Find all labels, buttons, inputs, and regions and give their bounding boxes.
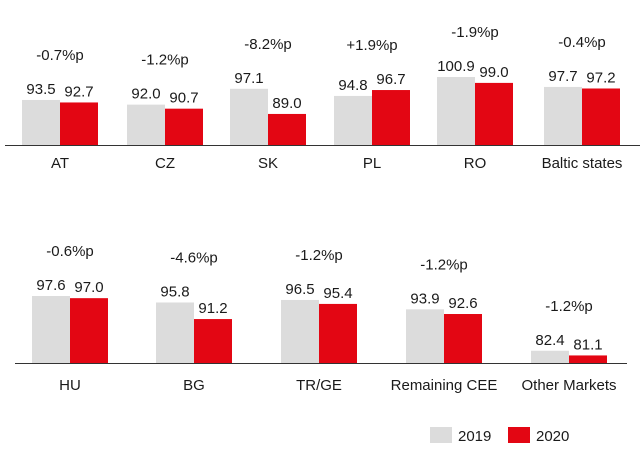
category-label: Remaining CEE: [391, 377, 498, 394]
data-label-2020: 95.4: [323, 285, 352, 302]
category-label: BG: [183, 377, 205, 394]
data-label-2020: 99.0: [479, 64, 508, 81]
bar-2020-ro: [475, 82, 513, 145]
bar-2019-cz: [127, 104, 165, 145]
data-label-2019: 96.5: [285, 281, 314, 298]
data-label-2019: 97.1: [234, 70, 263, 87]
bar-2019-other-markets: [531, 350, 569, 363]
bar-2019-bg: [156, 302, 194, 363]
legend-label-2020: 2020: [536, 428, 569, 445]
bar-2020-hu: [70, 298, 108, 363]
change-annotation: -0.7%p: [36, 47, 84, 64]
bar-2020-cz: [165, 108, 203, 145]
category-label: CZ: [155, 155, 175, 172]
change-annotation: -1.9%p: [451, 24, 499, 41]
data-label-2020: 92.7: [64, 83, 93, 100]
bar-2020-remaining-cee: [444, 314, 482, 363]
data-label-2020: 92.6: [448, 295, 477, 312]
legend-swatch-2019: [430, 427, 452, 443]
change-annotation: -8.2%p: [244, 36, 292, 53]
change-annotation: -1.2%p: [141, 52, 189, 69]
bar-2019-remaining-cee: [406, 309, 444, 363]
data-label-2020: 81.1: [573, 336, 602, 353]
data-label-2019: 82.4: [535, 332, 564, 349]
category-label: TR/GE: [296, 377, 342, 394]
category-label: HU: [59, 377, 81, 394]
data-label-2019: 94.8: [338, 77, 367, 94]
data-label-2020: 91.2: [198, 300, 227, 317]
chart-panel-top: 93.5 92.7 -0.7%p AT 92.0 90.7 -1.2%p CZ 97.1 89.0…: [5, 24, 640, 172]
data-label-2020: 97.0: [74, 279, 103, 296]
category-label: Other Markets: [521, 377, 616, 394]
bar-2020-tr-ge: [319, 303, 357, 363]
change-annotation: -0.4%p: [558, 34, 606, 51]
bar-2020-pl: [372, 90, 410, 145]
data-label-2019: 97.7: [548, 68, 577, 85]
bar-2020-at: [60, 102, 98, 145]
bar-2019-ro: [437, 77, 475, 145]
chart-panel-bottom: 97.6 97.0 -0.6%p HU 95.8 91.2 -4.6%p BG 96.5 95.4…: [15, 243, 627, 394]
data-label-2019: 93.5: [26, 81, 55, 98]
bar-2019-hu: [32, 296, 70, 363]
change-annotation: -4.6%p: [170, 249, 218, 266]
data-label-2020: 89.0: [272, 95, 301, 112]
bar-2020-baltic-states: [582, 88, 620, 145]
data-label-2019: 100.9: [437, 58, 475, 75]
bar-2020-other-markets: [569, 355, 607, 363]
change-annotation: -0.6%p: [46, 243, 94, 260]
data-label-2019: 97.6: [36, 277, 65, 294]
category-label: SK: [258, 155, 278, 172]
category-label: RO: [464, 155, 487, 172]
data-label-2019: 92.0: [131, 86, 160, 103]
data-label-2020: 96.7: [376, 71, 405, 88]
legend-swatch-2020: [508, 427, 530, 443]
change-annotation: -1.2%p: [420, 256, 468, 273]
category-label: AT: [51, 155, 69, 172]
data-label-2020: 90.7: [169, 90, 198, 107]
data-label-2019: 93.9: [410, 290, 439, 307]
bar-2019-at: [22, 99, 60, 145]
bar-2020-sk: [268, 113, 306, 145]
change-annotation: -1.2%p: [295, 247, 343, 264]
change-annotation: +1.9%p: [346, 37, 397, 54]
data-label-2020: 97.2: [586, 69, 615, 86]
bar-2020-bg: [194, 319, 232, 363]
bar-2019-sk: [230, 88, 268, 145]
category-label: Baltic states: [542, 155, 623, 172]
change-annotation: -1.2%p: [545, 298, 593, 315]
bar-2019-baltic-states: [544, 86, 582, 145]
legend-label-2019: 2019: [458, 428, 491, 445]
bar-2019-pl: [334, 95, 372, 145]
data-label-2019: 95.8: [160, 283, 189, 300]
legend: 2019 2020: [430, 427, 569, 445]
category-label: PL: [363, 155, 381, 172]
bar-2019-tr-ge: [281, 299, 319, 363]
